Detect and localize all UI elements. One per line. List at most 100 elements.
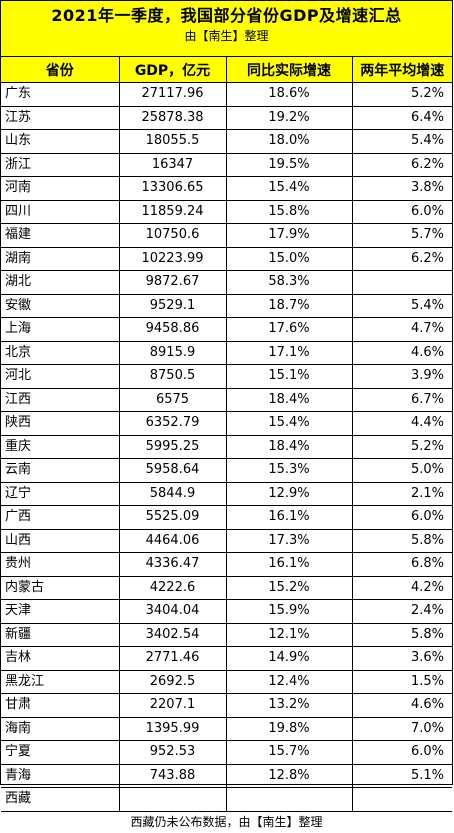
cell-yoy-growth: 17.6% [225,317,353,342]
cell-gdp: 9458.86 [118,317,227,342]
cell-province: 广西 [1,505,120,530]
table-body: 广东 27117.96 18.6% 5.2% 江苏 25878.38 19.2% 6.4% 山东… [1,82,452,812]
cell-two-year-avg-growth: 2.4% [351,599,452,624]
table-row: 西藏 [1,787,452,812]
cell-two-year-avg-growth: 6.0% [351,505,452,530]
column-header-yoy-growth: 同比实际增速 [225,57,353,83]
cell-yoy-growth: 17.9% [225,223,353,248]
cell-two-year-avg-growth: 6.7% [351,387,452,412]
table-row: 山东 18055.5 18.0% 5.4% [1,129,452,154]
cell-yoy-growth: 12.1% [225,622,353,647]
column-header-gdp: GDP，亿元 [118,57,227,83]
table-row: 安徽 9529.1 18.7% 5.4% [1,293,452,318]
cell-two-year-avg-growth: 4.7% [351,317,452,342]
cell-province: 内蒙古 [1,575,120,600]
cell-yoy-growth: 15.4% [225,176,353,201]
cell-yoy-growth: 19.5% [225,152,353,177]
table-row: 广东 27117.96 18.6% 5.2% [1,82,452,107]
cell-yoy-growth: 18.4% [225,387,353,412]
cell-yoy-growth: 15.9% [225,599,353,624]
cell-two-year-avg-growth: 5.2% [351,82,452,107]
cell-two-year-avg-growth: 5.4% [351,293,452,318]
cell-two-year-avg-growth: 5.8% [351,528,452,553]
cell-province: 青海 [1,763,120,788]
table-row: 湖南 10223.99 15.0% 6.2% [1,246,452,271]
table-row: 福建 10750.6 17.9% 5.7% [1,223,452,248]
table-row: 内蒙古 4222.6 15.2% 4.2% [1,575,452,600]
cell-province: 山东 [1,129,120,154]
cell-yoy-growth: 15.3% [225,458,353,483]
cell-yoy-growth: 13.2% [225,693,353,718]
table-row: 陕西 6352.79 15.4% 4.4% [1,411,452,436]
cell-province: 山西 [1,528,120,553]
cell-two-year-avg-growth: 5.4% [351,129,452,154]
table-row: 江苏 25878.38 19.2% 6.4% [1,105,452,130]
cell-yoy-growth: 12.9% [225,481,353,506]
cell-yoy-growth [225,787,353,812]
cell-province: 宁夏 [1,740,120,765]
cell-province: 辽宁 [1,481,120,506]
cell-gdp: 5995.25 [118,434,227,459]
table-row: 广西 5525.09 16.1% 6.0% [1,505,452,530]
cell-province: 贵州 [1,552,120,577]
cell-yoy-growth: 15.1% [225,364,353,389]
cell-two-year-avg-growth: 5.7% [351,223,452,248]
cell-yoy-growth: 15.7% [225,740,353,765]
column-header-row: 省份 GDP，亿元 同比实际增速 两年平均增速 [1,57,452,83]
cell-province: 河北 [1,364,120,389]
cell-yoy-growth: 14.9% [225,646,353,671]
cell-yoy-growth: 19.8% [225,716,353,741]
table-row: 吉林 2771.46 14.9% 3.6% [1,646,452,671]
table-row: 山西 4464.06 17.3% 5.8% [1,528,452,553]
cell-province: 西藏 [1,787,120,812]
cell-province: 北京 [1,340,120,365]
cell-province: 江西 [1,387,120,412]
cell-gdp: 11859.24 [118,199,227,224]
cell-two-year-avg-growth: 6.2% [351,152,452,177]
gdp-table: 省份 GDP，亿元 同比实际增速 两年平均增速 广东 27117.96 18.6% 5… [1,57,452,812]
cell-two-year-avg-growth: 6.2% [351,246,452,271]
cell-two-year-avg-growth: 1.5% [351,669,452,694]
cell-yoy-growth: 12.4% [225,669,353,694]
cell-gdp: 16347 [118,152,227,177]
cell-two-year-avg-growth: 5.8% [351,622,452,647]
cell-gdp: 6575 [118,387,227,412]
cell-gdp: 9872.67 [118,270,227,295]
cell-gdp: 5844.9 [118,481,227,506]
table-row: 天津 3404.04 15.9% 2.4% [1,599,452,624]
cell-gdp: 13306.65 [118,176,227,201]
cell-two-year-avg-growth: 5.2% [351,434,452,459]
cell-gdp: 2207.1 [118,693,227,718]
cell-province: 浙江 [1,152,120,177]
cell-yoy-growth: 15.4% [225,411,353,436]
cell-two-year-avg-growth [351,270,452,295]
cell-yoy-growth: 58.3% [225,270,353,295]
table-subtitle: 由【南生】整理 [184,29,269,43]
cell-two-year-avg-growth: 5.0% [351,458,452,483]
table-row: 江西 6575 18.4% 6.7% [1,387,452,412]
cell-gdp: 5525.09 [118,505,227,530]
cell-two-year-avg-growth: 3.8% [351,176,452,201]
cell-two-year-avg-growth: 6.4% [351,105,452,130]
table-row: 湖北 9872.67 58.3% [1,270,452,295]
cell-gdp: 25878.38 [118,105,227,130]
table-row: 浙江 16347 19.5% 6.2% [1,152,452,177]
cell-gdp: 743.88 [118,763,227,788]
cell-two-year-avg-growth: 3.9% [351,364,452,389]
table-row: 云南 5958.64 15.3% 5.0% [1,458,452,483]
cell-province: 安徽 [1,293,120,318]
cell-yoy-growth: 18.0% [225,129,353,154]
cell-yoy-growth: 17.1% [225,340,353,365]
cell-gdp: 27117.96 [118,82,227,107]
cell-yoy-growth: 16.1% [225,552,353,577]
table-row: 河北 8750.5 15.1% 3.9% [1,364,452,389]
cell-province: 云南 [1,458,120,483]
cell-gdp: 1395.99 [118,716,227,741]
table-row: 北京 8915.9 17.1% 4.6% [1,340,452,365]
table-row: 河南 13306.65 15.4% 3.8% [1,176,452,201]
cell-province: 广东 [1,82,120,107]
cell-gdp: 4222.6 [118,575,227,600]
cell-yoy-growth: 15.8% [225,199,353,224]
cell-gdp: 18055.5 [118,129,227,154]
